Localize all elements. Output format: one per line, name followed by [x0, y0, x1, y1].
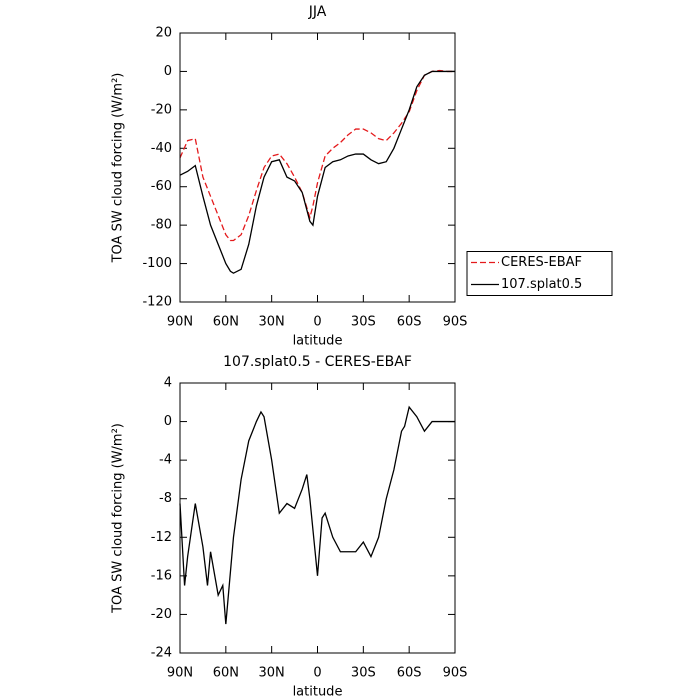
x-tick-label: 0 — [313, 315, 321, 330]
y-tick-label: -24 — [151, 646, 172, 661]
x-tick-label: 90N — [167, 315, 193, 330]
x-tick-label: 60S — [397, 666, 422, 681]
y-tick-label: -80 — [151, 218, 172, 233]
y-tick-label: 0 — [164, 414, 172, 429]
x-tick-label: 90S — [443, 315, 468, 330]
y-tick-label: 4 — [164, 376, 172, 391]
x-tick-label: 60S — [397, 315, 422, 330]
y-tick-label: -8 — [159, 491, 172, 506]
data-line — [179, 405, 455, 625]
y-tick-label: -12 — [151, 530, 172, 545]
y-tick-label: 0 — [164, 64, 172, 79]
legend-label: CERES-EBAF — [501, 255, 582, 270]
y-tick-label: -20 — [151, 102, 172, 117]
x-tick-label: 90S — [443, 666, 468, 681]
data-line — [179, 70, 455, 274]
legend-box — [466, 251, 613, 296]
y-tick-label: 20 — [155, 26, 172, 41]
plot-frame — [179, 32, 456, 303]
x-tick-label: 60N — [213, 315, 239, 330]
legend-label: 107.splat0.5 — [501, 277, 582, 292]
x-tick-label: 30N — [259, 315, 285, 330]
x-tick-label: 0 — [313, 666, 321, 681]
chart-title: 107.splat0.5 - CERES-EBAF — [223, 354, 412, 370]
x-tick-label: 30S — [351, 315, 376, 330]
y-tick-label: -100 — [142, 256, 172, 271]
x-axis-label: latitude — [293, 334, 343, 349]
y-tick-label: -40 — [151, 141, 172, 156]
y-axis-label: TOA SW cloud forcing (W/m²) — [111, 423, 126, 614]
plot-frame — [179, 382, 456, 654]
y-tick-label: -120 — [142, 295, 172, 310]
chart-title: JJA — [308, 4, 327, 20]
y-tick-label: -4 — [159, 453, 172, 468]
y-tick-label: -16 — [151, 568, 172, 583]
y-axis-label: TOA SW cloud forcing (W/m²) — [111, 73, 126, 264]
x-tick-label: 90N — [167, 666, 193, 681]
y-tick-label: -20 — [151, 607, 172, 622]
x-tick-label: 30S — [351, 666, 376, 681]
x-tick-label: 30N — [259, 666, 285, 681]
x-axis-label: latitude — [293, 685, 343, 700]
y-tick-label: -60 — [151, 179, 172, 194]
x-tick-label: 60N — [213, 666, 239, 681]
